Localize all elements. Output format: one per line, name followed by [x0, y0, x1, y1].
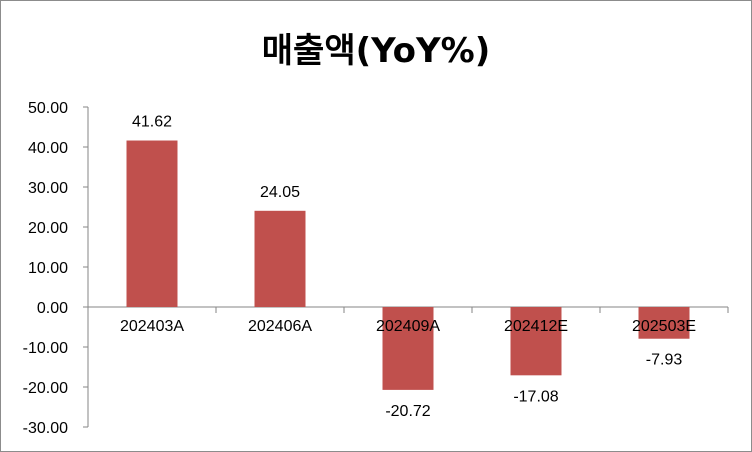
y-tick-label: -10.00 [23, 340, 68, 357]
data-label: -17.08 [513, 388, 558, 405]
y-tick-label: -20.00 [23, 380, 68, 397]
y-tick-label: 20.00 [28, 220, 68, 237]
data-label: -20.72 [385, 403, 430, 420]
data-label: 41.62 [132, 114, 172, 131]
y-tick-label: -30.00 [23, 420, 68, 437]
x-tick-label: 202406A [248, 318, 312, 335]
bar-202409A [382, 307, 434, 390]
data-label: 24.05 [260, 184, 300, 201]
data-labels: 202403A 41.62 202406A 24.05 202409A -20.72 202… [120, 114, 696, 420]
x-tick-label: 202503E [632, 318, 696, 335]
bar-202412E [510, 307, 562, 376]
y-tick-label: 0.00 [37, 300, 68, 317]
y-tick-label: 30.00 [28, 180, 68, 197]
bar-202406A [254, 210, 306, 307]
x-tick-label: 202412E [504, 318, 568, 335]
x-tick-label: 202403A [120, 318, 184, 335]
bar-202403A [126, 140, 178, 307]
bar-202503E [638, 307, 690, 339]
bars [126, 140, 690, 390]
chart-title: 매출액(YoY%) [262, 31, 490, 71]
x-tick-label: 202409A [376, 318, 440, 335]
y-tick-label: 40.00 [28, 140, 68, 157]
axes: 50.00 40.00 30.00 20.00 10.00 0.00 -10.00 -20.0… [23, 100, 729, 437]
data-label: -7.93 [646, 352, 683, 369]
y-tick-label: 10.00 [28, 260, 68, 277]
y-tick-label: 50.00 [28, 100, 68, 117]
